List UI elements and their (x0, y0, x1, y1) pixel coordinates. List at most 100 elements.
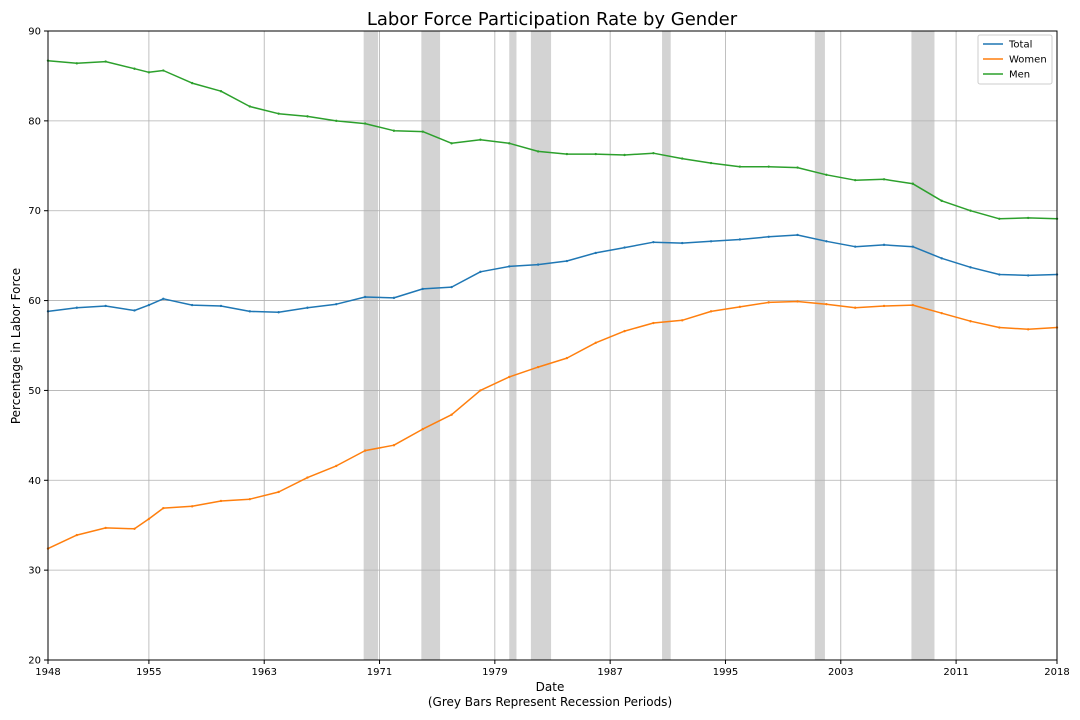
recession-bar (662, 31, 671, 660)
x-tick-label: 1948 (35, 667, 60, 678)
data-point-men (75, 62, 79, 65)
data-point-women (536, 365, 540, 369)
y-tick-label: 60 (28, 296, 41, 307)
data-point-total (104, 304, 107, 308)
data-point-women (652, 321, 655, 325)
data-point-men (392, 129, 396, 132)
data-point-women (363, 449, 367, 452)
legend-label: Men (1009, 70, 1030, 81)
data-point-total (854, 245, 857, 248)
data-point-total (652, 240, 655, 244)
data-point-men (104, 60, 107, 63)
series-lines (46, 59, 1059, 550)
data-point-women (335, 464, 338, 468)
data-point-women (421, 427, 424, 431)
data-point-total (767, 235, 770, 238)
data-point-total (825, 240, 828, 243)
data-point-total (162, 297, 165, 300)
y-axis-label: Percentage in Labor Force (9, 268, 23, 424)
x-axis-label: Date (536, 680, 565, 694)
data-point-women (450, 413, 453, 416)
data-point-women (1026, 328, 1030, 331)
data-point-women (248, 497, 251, 501)
data-point-men (306, 115, 309, 118)
data-point-men (421, 130, 424, 133)
data-point-total (998, 273, 1001, 276)
data-point-men (1026, 216, 1030, 220)
data-point-women (709, 310, 713, 313)
x-tick-label: 1971 (367, 667, 392, 678)
data-point-women (147, 517, 151, 521)
data-point-men (940, 199, 943, 203)
y-tick-label: 30 (28, 566, 41, 577)
data-point-women (306, 476, 309, 479)
y-tick-label: 80 (28, 116, 41, 127)
data-point-men (335, 119, 338, 123)
x-tick-label: 2018 (1044, 667, 1069, 678)
data-point-men (248, 105, 251, 108)
data-point-total (277, 311, 280, 314)
recession-bar (911, 31, 935, 660)
recession-bar (530, 31, 552, 660)
x-axis-note: (Grey Bars Represent Recession Periods) (428, 695, 672, 709)
legend-label: Women (1009, 55, 1047, 66)
data-point-women (969, 320, 972, 323)
data-point-women (825, 302, 828, 306)
data-point-total (190, 303, 194, 307)
data-point-women (190, 505, 194, 508)
data-point-women (133, 527, 136, 531)
data-point-men (277, 112, 280, 115)
data-point-men (190, 81, 194, 85)
legend-label: Total (1008, 40, 1032, 51)
x-tick-label: 1987 (597, 667, 622, 678)
legend-box (977, 34, 1053, 85)
data-point-women (623, 329, 626, 333)
data-point-total (450, 285, 453, 289)
y-tick-label: 90 (28, 27, 41, 38)
data-point-men (147, 71, 151, 74)
data-point-total (479, 270, 482, 274)
x-tick-label: 1995 (713, 667, 738, 678)
data-point-men (479, 138, 482, 141)
data-point-total (363, 295, 367, 299)
data-point-total (75, 306, 79, 309)
data-point-men (162, 69, 165, 72)
data-point-women (940, 311, 943, 315)
data-point-total (911, 245, 915, 248)
y-tick-label: 70 (28, 206, 41, 217)
y-tick-label: 20 (28, 656, 41, 667)
data-point-women (681, 319, 684, 322)
data-point-men (363, 122, 367, 125)
data-point-total (219, 304, 223, 308)
data-point-total (248, 310, 251, 313)
x-tick-label: 1955 (136, 667, 161, 678)
data-point-total (738, 238, 742, 241)
data-point-women (854, 306, 857, 309)
data-point-total (623, 246, 626, 249)
data-point-women (882, 304, 886, 308)
data-point-men (623, 153, 626, 157)
data-point-women (796, 300, 799, 303)
data-point-men (911, 182, 915, 185)
data-point-total (133, 309, 136, 312)
data-point-women (767, 301, 770, 304)
recession-bar (814, 31, 825, 660)
data-point-women (277, 490, 280, 494)
data-point-total (392, 296, 396, 300)
data-point-men (796, 166, 799, 169)
data-point-total (565, 259, 569, 263)
x-tick-label: 2011 (943, 667, 968, 678)
data-point-total (335, 302, 338, 306)
recession-bar (363, 31, 379, 660)
data-point-men (508, 142, 511, 145)
data-point-total (536, 263, 540, 266)
data-point-women (594, 341, 597, 345)
data-point-men (450, 142, 453, 145)
data-point-men (652, 152, 655, 155)
data-point-women (508, 375, 511, 379)
data-point-total (882, 243, 886, 247)
data-point-men (969, 209, 972, 212)
x-tick-label: 2003 (828, 667, 853, 678)
data-point-total (940, 257, 943, 260)
